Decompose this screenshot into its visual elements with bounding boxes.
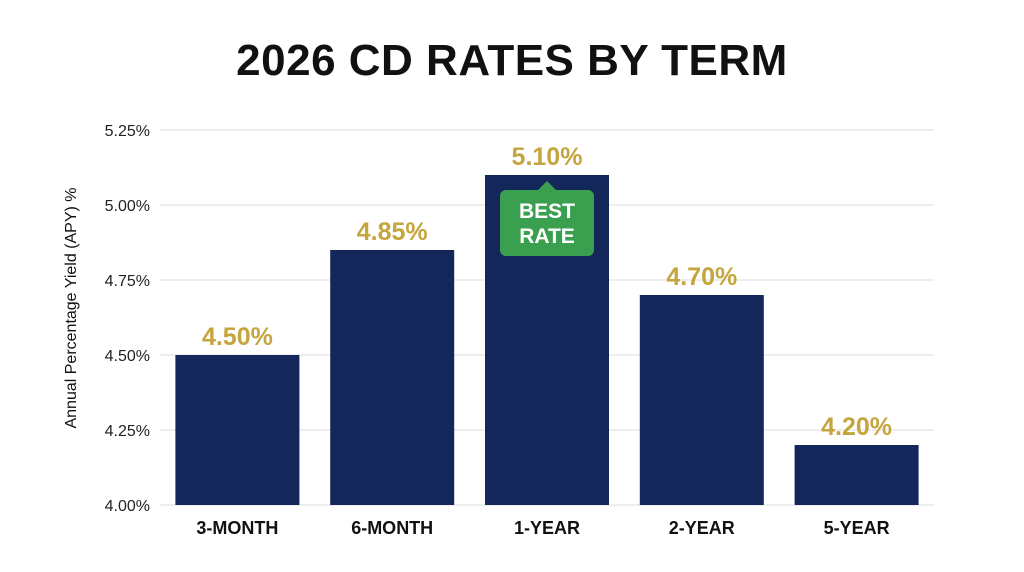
bar [794,445,919,505]
value-label: 4.70% [666,263,737,291]
badge-box [500,190,594,256]
value-labels: 4.50% 4.85% 5.10% 4.70% 4.20% [202,143,892,441]
y-tick-label: 5.25% [105,123,150,140]
badge-text: RATE [519,225,575,248]
y-tick-label: 4.25% [105,423,150,440]
bar [639,295,764,505]
badge-text: BEST [519,200,575,223]
bars [175,175,919,505]
category-label: 2-YEAR [669,518,735,538]
y-tick-label: 4.75% [105,273,150,290]
chart-title: 2026 CD RATES BY TERM [236,36,788,85]
value-label: 5.10% [512,143,583,171]
y-axis-label: Annual Percentage Yield (APY) % [63,187,80,428]
bar [330,250,455,505]
x-axis-labels: 3-MONTH 6-MONTH 1-YEAR 2-YEAR 5-YEAR [196,518,889,538]
category-label: 6-MONTH [351,518,433,538]
value-label: 4.20% [821,413,892,441]
value-label: 4.85% [357,218,428,246]
category-label: 5-YEAR [824,518,890,538]
value-label: 4.50% [202,323,273,351]
y-tick-label: 5.00% [105,198,150,215]
y-axis-ticks: 4.00% 4.25% 4.50% 4.75% 5.00% 5.25% [105,123,150,515]
category-label: 1-YEAR [514,518,580,538]
bar [175,355,300,505]
category-label: 3-MONTH [196,518,278,538]
y-tick-label: 4.50% [105,348,150,365]
badge-pointer [538,181,556,190]
y-tick-label: 4.00% [105,498,150,515]
